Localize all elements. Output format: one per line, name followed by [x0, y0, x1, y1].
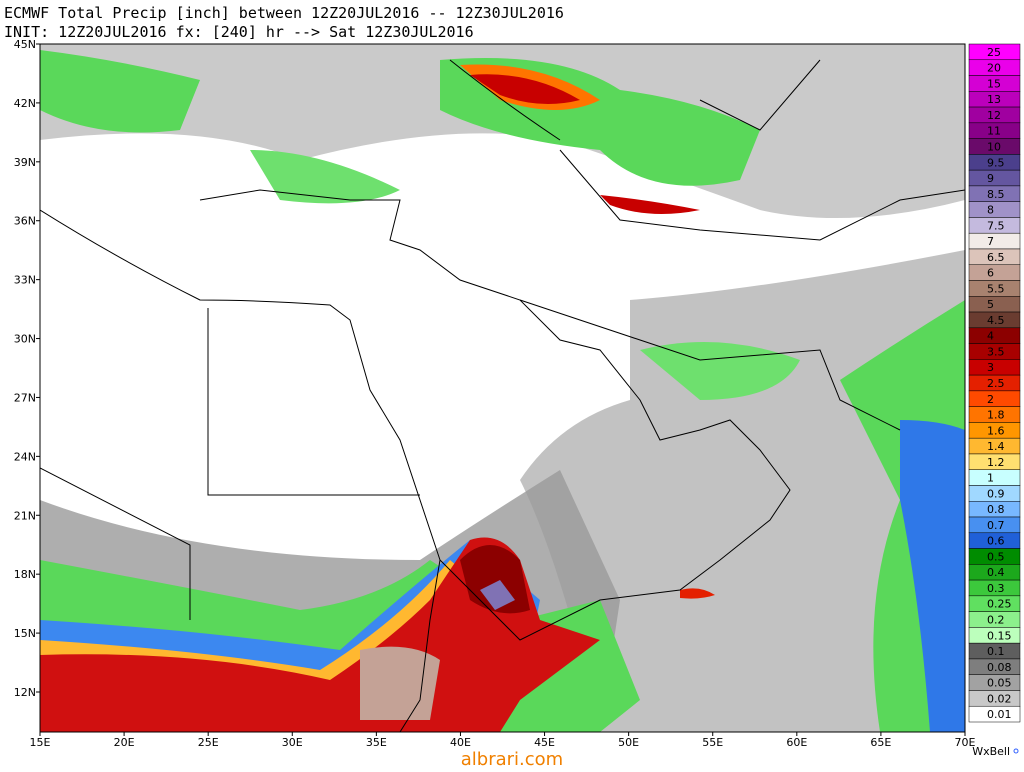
colorbar-label: 0.01 — [987, 708, 1012, 721]
lon-label: 60E — [786, 736, 807, 749]
colorbar-label: 0.02 — [987, 692, 1012, 705]
watermark: albrari.com — [461, 749, 563, 768]
colorbar-label: 1.8 — [987, 409, 1005, 422]
colorbar-label: 1 — [987, 472, 994, 485]
lat-label: 33N — [14, 274, 36, 287]
colorbar-label: 0.2 — [987, 614, 1005, 627]
lat-label: 27N — [14, 391, 36, 404]
lon-label: 30E — [282, 736, 303, 749]
lon-labels: 15E 20E 25E 30E 35E 40E 45E 50E 55E 60E 65E 70E — [30, 732, 976, 749]
colorbar-label: 11 — [987, 125, 1001, 138]
colorbar-swatch — [968, 705, 1021, 723]
lon-label: 65E — [870, 736, 891, 749]
lat-label: 21N — [14, 509, 36, 522]
colorbar-label: 5.5 — [987, 282, 1005, 295]
colorbar-label: 12 — [987, 109, 1001, 122]
colorbar-label: 8.5 — [987, 188, 1005, 201]
colorbar-label: 6.5 — [987, 251, 1005, 264]
lat-label: 39N — [14, 156, 36, 169]
lat-labels: 45N 42N 39N 36N 33N 30N 27N 24N 21N 18N 15N 12N — [14, 38, 40, 699]
colorbar-label: 0.08 — [987, 661, 1012, 674]
lon-label: 15E — [30, 736, 51, 749]
credit: WxBell — [972, 745, 1010, 758]
colorbar-label: 0.9 — [987, 487, 1005, 500]
colorbar-label: 9 — [987, 172, 994, 185]
colorbar-swatch — [968, 327, 1021, 344]
colorbar-label: 0.8 — [987, 503, 1005, 516]
lon-label: 50E — [618, 736, 639, 749]
lon-label: 35E — [366, 736, 387, 749]
colorbar-label: 2 — [987, 393, 994, 406]
map-frame — [39, 43, 966, 733]
colorbar-label: 4.5 — [987, 314, 1005, 327]
lon-label: 45E — [534, 736, 555, 749]
colorbar-label: 3.5 — [987, 345, 1005, 358]
lat-label: 30N — [14, 333, 36, 346]
colorbar-swatch — [968, 201, 1021, 218]
colorbar-label: 2.5 — [987, 377, 1005, 390]
lat-label: 18N — [14, 568, 36, 581]
colorbar-swatch — [968, 296, 1021, 313]
lon-label: 70E — [955, 736, 976, 749]
lat-label: 45N — [14, 38, 36, 51]
colorbar-label: 0.15 — [987, 629, 1012, 642]
colorbar-label: 1.6 — [987, 424, 1005, 437]
colorbar-label: 1.2 — [987, 456, 1005, 469]
colorbar-label: 15 — [987, 77, 1001, 90]
lat-label: 36N — [14, 215, 36, 228]
lat-label: 15N — [14, 627, 36, 640]
colorbar-label: 0.6 — [987, 535, 1005, 548]
colorbar-label: 4 — [987, 330, 994, 343]
colorbar-label: 0.7 — [987, 519, 1005, 532]
colorbar-label: 9.5 — [987, 156, 1005, 169]
lat-label: 42N — [14, 97, 36, 110]
colorbar-swatch — [968, 169, 1021, 187]
colorbar-label: 0.05 — [987, 677, 1012, 690]
colorbar-label: 8 — [987, 204, 994, 217]
colorbar-swatch — [968, 469, 1021, 486]
colorbar-label: 13 — [987, 93, 1001, 106]
colorbar-label: 0.5 — [987, 550, 1005, 563]
lon-label: 25E — [198, 736, 219, 749]
lat-label: 24N — [14, 450, 36, 463]
lon-label: 20E — [114, 736, 135, 749]
colorbar-label: 0.1 — [987, 645, 1005, 658]
colorbar-swatch — [968, 359, 1021, 376]
credit-logo — [1013, 748, 1019, 754]
colorbar-label: 10 — [987, 140, 1001, 153]
colorbar-label: 0.4 — [987, 566, 1005, 579]
lat-label: 12N — [14, 686, 36, 699]
lon-label: 55E — [702, 736, 723, 749]
colorbar-label: 25 — [987, 46, 1001, 59]
title-line1: ECMWF Total Precip [inch] between 12Z20J… — [4, 4, 564, 22]
colorbar-label: 7 — [987, 235, 994, 248]
colorbar-label: 0.3 — [987, 582, 1005, 595]
colorbar-label: 6 — [987, 267, 994, 280]
colorbar-swatch — [968, 390, 1021, 407]
colorbar-label: 0.25 — [987, 598, 1012, 611]
colorbar-swatch — [968, 232, 1021, 250]
map — [40, 44, 965, 732]
colorbar-label: 7.5 — [987, 219, 1005, 232]
title-line2: INIT: 12Z20JUL2016 fx: [240] hr --> Sat … — [4, 23, 474, 41]
lon-label: 40E — [450, 736, 471, 749]
colorbar-label: 1.4 — [987, 440, 1005, 453]
colorbar-label: 3 — [987, 361, 994, 374]
colorbar-swatch — [968, 264, 1021, 281]
colorbar: 252015131211109.598.587.576.565.554.543.… — [968, 43, 1021, 723]
colorbar-label: 20 — [987, 62, 1001, 75]
colorbar-label: 5 — [987, 298, 994, 311]
